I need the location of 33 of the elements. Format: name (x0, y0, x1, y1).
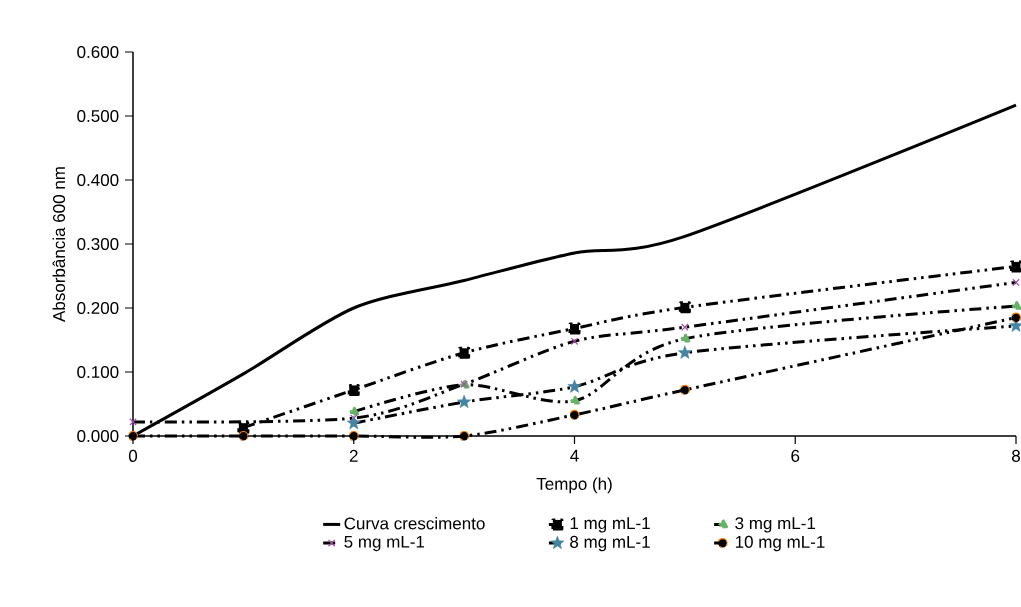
legend-label: 10 mg mL-1 (735, 535, 825, 552)
point (678, 301, 691, 314)
x-tick-label: 0 (128, 449, 138, 462)
point (347, 383, 360, 396)
x-tick-label: 8 (1012, 449, 1020, 462)
point (459, 430, 470, 442)
x-axis-title: Tempo (h) (536, 477, 612, 494)
y-tick-label: 0.300 (77, 237, 119, 251)
x-tick-label: 6 (791, 449, 800, 462)
point (127, 430, 139, 442)
y-tick-label: 0.600 (77, 45, 119, 59)
legend-label: Curva crescimento (344, 516, 485, 530)
legend-label: 8 mg mL-1 (570, 535, 650, 552)
point (1010, 312, 1021, 323)
point (1010, 260, 1021, 273)
point (458, 346, 471, 359)
point (568, 322, 581, 335)
y-tick-label: 0.500 (77, 109, 119, 123)
point (237, 421, 250, 434)
point (679, 384, 690, 396)
y-tick-label: 0.000 (77, 429, 119, 443)
y-tick-label: 0.200 (77, 301, 119, 315)
x-tick-label: 4 (570, 449, 579, 462)
legend-label: 3 mg mL-1 (735, 517, 816, 533)
x-tick-label: 2 (349, 449, 358, 462)
y-tick-label: 0.100 (77, 365, 119, 379)
point (569, 409, 580, 420)
point (348, 430, 359, 442)
point (238, 430, 249, 442)
y-tick-label: 0.400 (77, 173, 119, 187)
legend-label: 5 mg mL-1 (344, 535, 425, 552)
legend-label: 1 mg mL-1 (570, 517, 650, 533)
y-axis-title: Absorbância 600 nm (52, 167, 66, 322)
